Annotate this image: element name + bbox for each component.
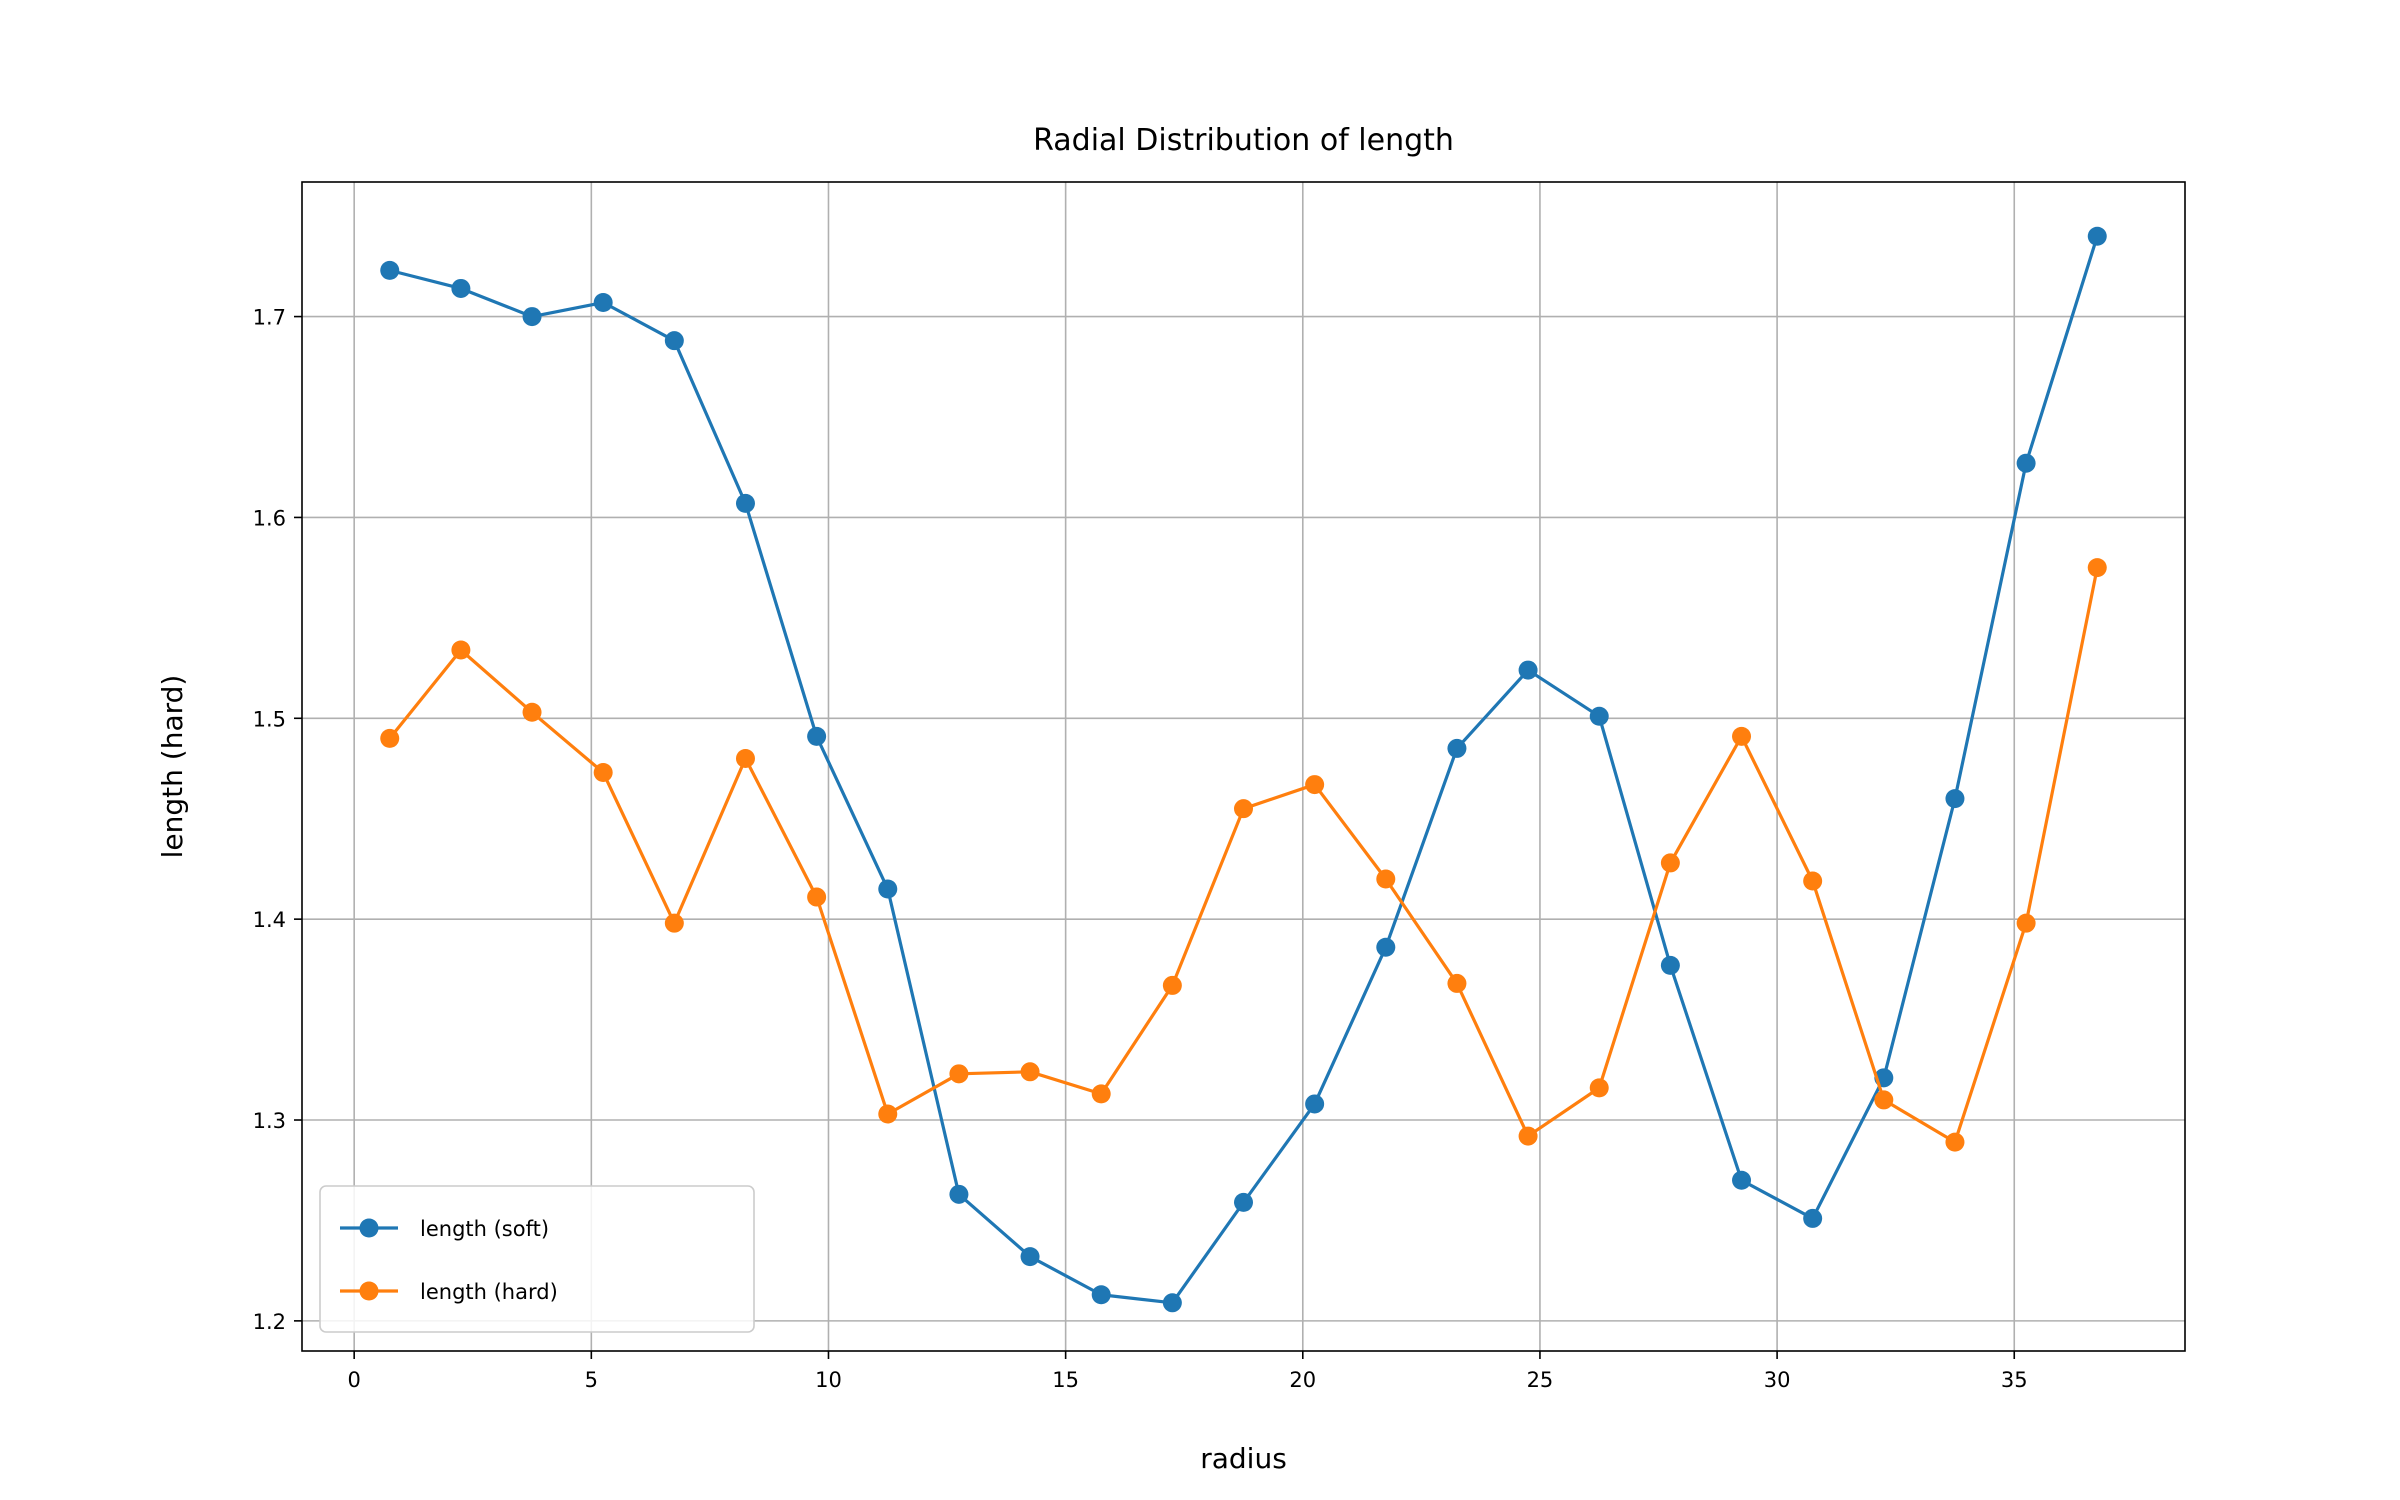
chart-title: Radial Distribution of length	[1033, 123, 1454, 158]
data-point	[380, 260, 400, 280]
legend-label: length (hard)	[420, 1280, 558, 1304]
data-point	[1376, 937, 1396, 957]
data-point	[1874, 1090, 1894, 1110]
plot-frame	[301, 181, 2186, 1352]
y-tick-label: 1.3	[253, 1109, 286, 1133]
legend-entry: length (soft)	[340, 1217, 549, 1241]
data-point	[1589, 706, 1609, 726]
data-point	[1589, 1078, 1609, 1098]
data-point	[2087, 226, 2107, 246]
data-point	[1234, 799, 1253, 819]
y-tick-label: 1.5	[253, 707, 286, 731]
legend: length (soft) length (hard)	[319, 1185, 755, 1333]
y-axis-label: length (hard)	[156, 675, 189, 859]
data-point	[1447, 738, 1467, 758]
data-point	[1803, 1208, 1823, 1228]
series-1	[380, 226, 2107, 1313]
data-point	[664, 913, 684, 933]
data-point	[1162, 975, 1182, 995]
data-point	[451, 640, 471, 660]
data-point	[1518, 1126, 1538, 1146]
data-point	[1020, 1247, 1040, 1267]
data-point	[878, 879, 898, 899]
data-point	[1732, 1170, 1752, 1190]
data-point	[1945, 1132, 1965, 1152]
data-point	[878, 1104, 898, 1124]
y-tick-label: 1.6	[253, 506, 286, 530]
data-point	[522, 307, 542, 327]
y-tick-label: 1.2	[253, 1310, 286, 1334]
x-tick-label: 10	[815, 1368, 842, 1392]
x-tick-label: 25	[1527, 1368, 1554, 1392]
data-point	[949, 1184, 969, 1204]
data-point	[1518, 660, 1538, 680]
series-layer	[380, 226, 2107, 1313]
data-point	[1376, 869, 1396, 889]
data-point	[1091, 1285, 1111, 1305]
x-tick-label: 30	[1764, 1368, 1791, 1392]
data-point	[735, 493, 755, 513]
data-point	[593, 293, 613, 313]
data-point	[593, 763, 613, 783]
data-point	[1660, 955, 1680, 975]
data-point	[1305, 775, 1325, 795]
ticks: 0 5 10 15 20 25 30 35 1.2 1.3 1.4 1.5 1.6 1.7	[253, 306, 2028, 1392]
data-point	[1803, 871, 1823, 891]
x-tick-label: 0	[347, 1368, 360, 1392]
series-2	[380, 558, 2107, 1152]
data-point	[807, 726, 827, 746]
data-point	[949, 1064, 969, 1084]
x-tick-label: 5	[585, 1368, 598, 1392]
x-tick-label: 35	[2001, 1368, 2028, 1392]
data-point	[1660, 853, 1680, 873]
data-point	[380, 728, 400, 748]
data-point	[1732, 726, 1752, 746]
x-tick-label: 15	[1052, 1368, 1079, 1392]
data-point	[1305, 1094, 1325, 1114]
x-tick-label: 20	[1289, 1368, 1316, 1392]
legend-entry: length (hard)	[340, 1280, 558, 1304]
data-point	[2016, 453, 2036, 473]
data-point	[664, 331, 684, 351]
data-point	[522, 702, 542, 722]
data-point	[2016, 913, 2036, 933]
x-axis-label: radius	[1200, 1442, 1287, 1475]
data-point	[735, 748, 755, 768]
legend-marker	[359, 1281, 379, 1301]
data-point	[1091, 1084, 1111, 1104]
data-point	[2087, 558, 2107, 578]
data-point	[1020, 1062, 1040, 1082]
legend-marker	[359, 1218, 379, 1238]
data-point	[807, 887, 827, 907]
data-point	[1945, 789, 1965, 809]
y-tick-label: 1.4	[253, 908, 286, 932]
data-point	[1234, 1192, 1253, 1212]
y-tick-label: 1.7	[253, 306, 286, 330]
legend-label: length (soft)	[420, 1217, 549, 1241]
data-point	[1447, 973, 1467, 993]
legend-box	[319, 1185, 755, 1333]
data-point	[451, 278, 471, 298]
data-point	[1162, 1293, 1182, 1313]
